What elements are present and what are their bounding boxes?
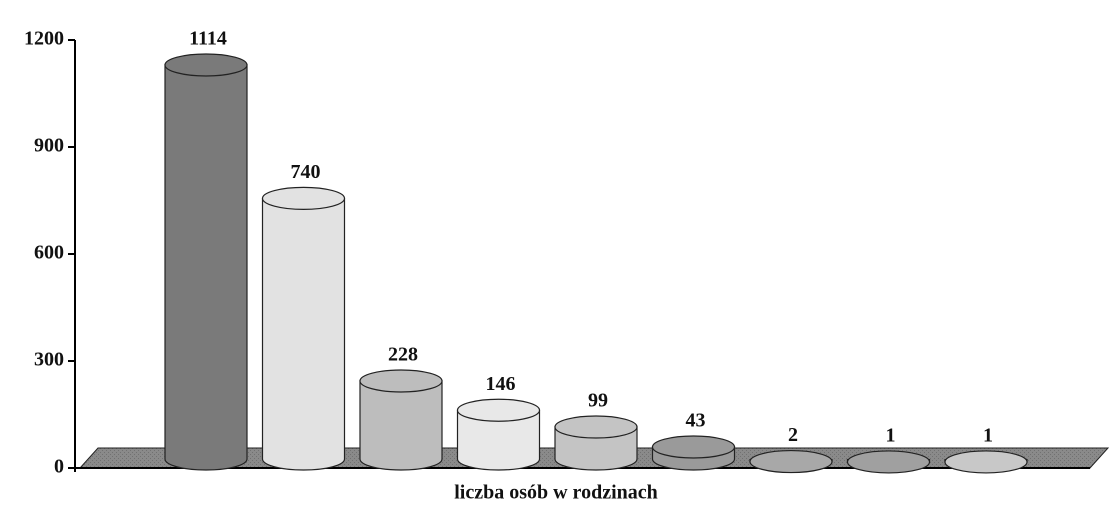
data-label: 1 [886,425,896,447]
data-label: 43 [686,410,706,432]
data-label: 1114 [189,28,227,50]
y-tick-label: 1200 [24,28,64,50]
data-label: 99 [588,390,608,412]
bar-top [261,186,346,210]
bar-top [164,53,248,77]
y-tick-label: 0 [54,456,64,478]
y-tick-label: 900 [34,135,64,157]
bar-top [359,369,443,393]
y-tick-label: 300 [34,349,64,371]
data-label: 1 [983,425,993,447]
data-label: 146 [486,373,516,395]
bar-top [944,450,1028,474]
bar-top [749,449,833,474]
data-label: 2 [788,424,798,446]
bar-top [846,450,931,474]
bar-top [456,398,541,422]
data-label: 228 [388,344,418,366]
y-tick-label: 600 [34,242,64,264]
bar [164,64,248,471]
bar [554,426,638,471]
data-label: 740 [291,161,321,183]
bar [261,197,346,471]
bar [359,380,443,471]
bar-top [651,435,736,459]
bar-top [554,415,638,439]
bar [456,409,541,471]
x-axis-label: liczba osób w rodzinach [454,482,658,504]
